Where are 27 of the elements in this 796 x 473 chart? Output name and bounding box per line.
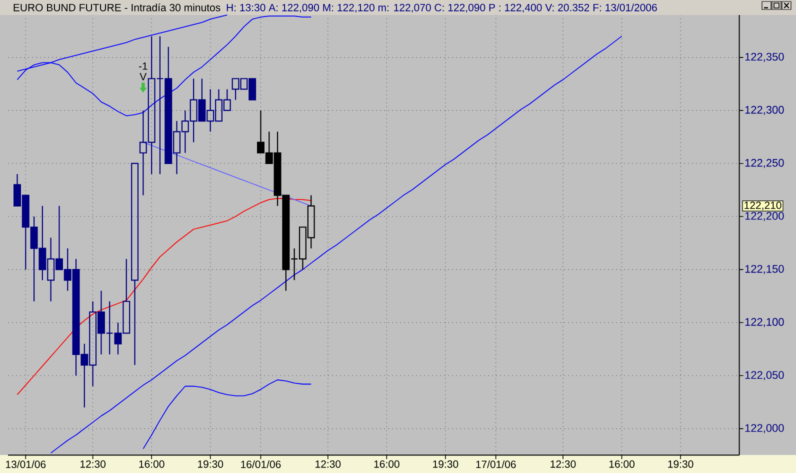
x-tick-label: 19:30 bbox=[198, 460, 224, 468]
x-tick-label: 16:00 bbox=[139, 460, 164, 468]
y-tick-label: 122,100 bbox=[745, 318, 784, 328]
line-series bbox=[142, 379, 312, 450]
x-tick-label: 12:30 bbox=[550, 460, 576, 468]
y-tick-label: 122,000 bbox=[745, 424, 784, 434]
candlestick bbox=[131, 162, 139, 366]
chart-title: EURO BUND FUTURE - Intradía 30 minutos bbox=[14, 3, 220, 12]
x-tick-label: 19:30 bbox=[668, 460, 694, 468]
x-tick-label: 16/01/06 bbox=[241, 460, 281, 468]
x-tick-label: 19:30 bbox=[433, 460, 458, 468]
text: 122,210 bbox=[744, 202, 782, 210]
x-tick-label: 16:00 bbox=[374, 460, 400, 468]
x-tick-label: 16:00 bbox=[609, 460, 634, 468]
annotation: V bbox=[140, 73, 147, 80]
x-tick-label: 12:30 bbox=[316, 460, 341, 468]
y-tick-label: 122,200 bbox=[745, 212, 784, 222]
y-tick-label: 122,300 bbox=[745, 106, 784, 115]
x-tick-label: 13/01/06 bbox=[6, 460, 46, 468]
y-tick-label: 122,250 bbox=[745, 158, 784, 168]
x-tick-label: 17/01/06 bbox=[476, 460, 516, 468]
y-tick-label: 122,150 bbox=[745, 265, 784, 274]
y-tick-label: 122,350 bbox=[745, 52, 784, 62]
chart-subtitle: H: 13:30 A: 122,090 M: 122,120 m: 122,070 C: 122,090 P : 122,400 V: 20.352 F: 13/01/2006 bbox=[226, 4, 657, 13]
y-tick-label: 122,050 bbox=[745, 371, 784, 380]
x-tick-label: 12:30 bbox=[80, 460, 106, 468]
annotation: -1 bbox=[138, 62, 148, 70]
